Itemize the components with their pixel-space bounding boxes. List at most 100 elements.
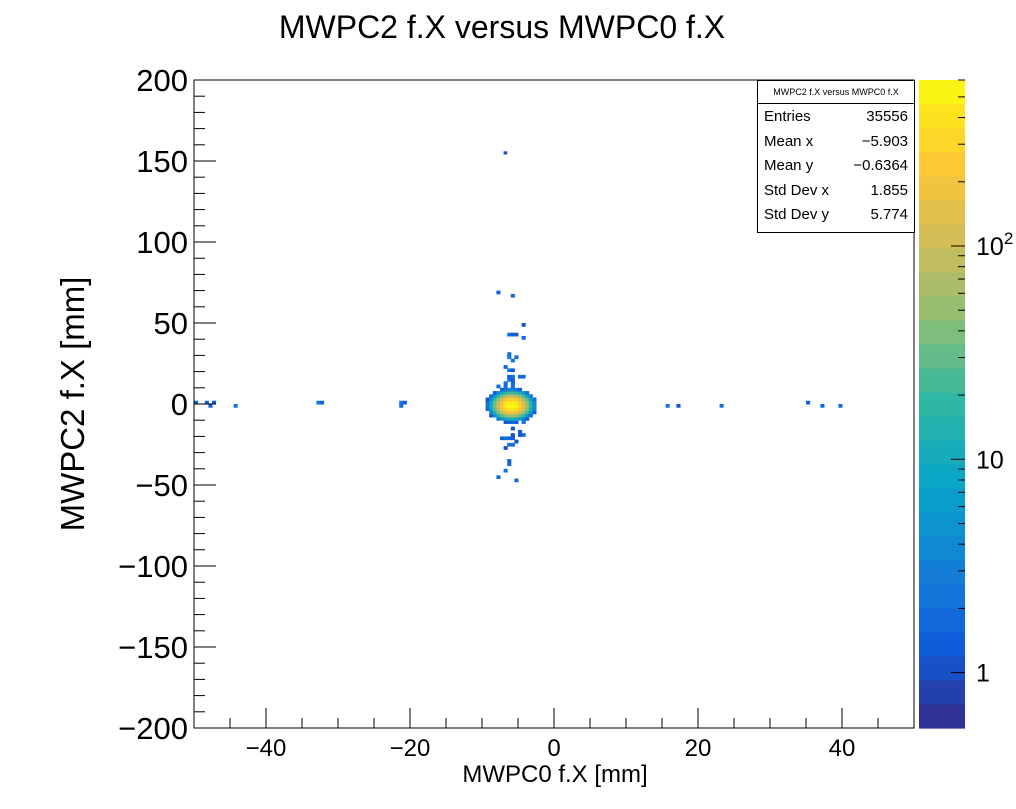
stats-row-stddev-x: Std Dev x 1.855	[758, 178, 914, 203]
stats-value: −5.903	[861, 132, 908, 150]
heatmap-cell	[510, 416, 515, 421]
heatmap-cell	[514, 391, 519, 395]
colorbar-segment	[919, 200, 965, 225]
colorbar-segment	[919, 320, 965, 345]
colorbar-segment	[919, 536, 965, 561]
stats-row-mean-x: Mean x −5.903	[758, 129, 914, 154]
y-tick-label: −150	[118, 630, 188, 665]
heatmap-cell	[485, 404, 490, 408]
heatmap-cell	[503, 381, 508, 386]
heatmap-cell	[532, 400, 537, 405]
heatmap-cell	[510, 404, 515, 408]
heatmap-cell	[510, 400, 515, 405]
heatmap-cell	[507, 413, 512, 418]
heatmap-cell	[496, 404, 501, 408]
stats-label: Std Dev x	[764, 181, 830, 199]
heatmap-cell	[507, 442, 512, 447]
heatmap-cell	[528, 410, 533, 415]
colorbar-segment	[919, 392, 965, 417]
heatmap-cell	[500, 410, 505, 415]
heatmap-cell	[510, 293, 515, 298]
heatmap-cell	[507, 355, 512, 360]
heatmap-cell	[521, 410, 526, 415]
heatmap-cell	[492, 391, 497, 395]
stats-value: 5.774	[870, 206, 908, 224]
heatmap-cell	[521, 420, 526, 424]
x-tick-label: −20	[390, 735, 431, 762]
heatmap-cell	[510, 358, 515, 363]
colorbar-segment	[919, 296, 965, 321]
stats-row-stddev-y: Std Dev y 5.774	[758, 202, 914, 227]
heatmap-cell	[518, 413, 523, 418]
x-axis-label: MWPC0 f.X [mm]	[462, 761, 647, 788]
heatmap-cell	[525, 407, 530, 411]
y-tick-label: 200	[136, 63, 188, 98]
heatmap-cell	[514, 410, 519, 415]
heatmap-cell	[514, 397, 519, 402]
heatmap-cell	[316, 400, 321, 405]
heatmap-cell	[507, 436, 512, 441]
heatmap-cell	[507, 407, 512, 411]
x-tick-label: −40	[246, 735, 287, 762]
heatmap-cell	[503, 410, 508, 415]
heatmap-cell	[194, 400, 199, 405]
colorbar-segment	[919, 704, 965, 729]
heatmap-cell	[500, 397, 505, 402]
colorbar-segment	[919, 584, 965, 609]
y-axis-label: MWPC2 f.X [mm]	[54, 277, 91, 532]
heatmap-cell	[503, 394, 508, 399]
heatmap-cell	[518, 387, 523, 392]
heatmap-cell	[496, 384, 501, 389]
heatmap-cell	[518, 404, 523, 408]
heatmap-cell	[500, 387, 505, 392]
colorbar-tick-label: 1	[976, 660, 990, 688]
heatmap-cell	[507, 420, 512, 424]
x-tick-label: 40	[829, 735, 856, 762]
heatmap-cell	[528, 407, 533, 411]
heatmap-cell	[320, 400, 325, 405]
heatmap-cell	[507, 404, 512, 408]
heatmap-cell	[507, 462, 512, 467]
heatmap-cell	[719, 404, 724, 408]
heatmap-cell	[518, 374, 523, 379]
heatmap-cell	[510, 442, 515, 447]
heatmap-cell	[507, 332, 512, 337]
colorbar-tick-label: 10	[976, 446, 1004, 474]
heatmap-cell	[521, 404, 526, 408]
stats-label: Entries	[764, 108, 811, 125]
y-tick-label: 150	[136, 144, 188, 179]
heatmap-cell	[518, 433, 523, 437]
colorbar-segment	[919, 512, 965, 537]
heatmap-cell	[503, 446, 508, 450]
heatmap-cell	[507, 400, 512, 405]
heatmap-cell	[510, 391, 515, 395]
heatmap-cell	[514, 400, 519, 405]
heatmap-cell	[532, 410, 537, 415]
heatmap-cell	[496, 475, 501, 480]
heatmap-cell	[525, 416, 530, 421]
heatmap-cell	[507, 368, 512, 373]
colorbar-tick-exponent: 2	[1004, 229, 1013, 248]
heatmap-cell	[528, 394, 533, 399]
heatmap-cell	[507, 397, 512, 402]
heatmap-cell	[525, 413, 530, 418]
heatmap-cell	[521, 400, 526, 405]
heatmap-cell	[208, 404, 213, 408]
colorbar-segment	[919, 224, 965, 249]
heatmap-cell	[514, 439, 519, 444]
heatmap-cell	[514, 404, 519, 408]
colorbar-segment	[919, 464, 965, 489]
heatmap-cell	[510, 387, 515, 392]
heatmap-cell	[496, 394, 501, 399]
heatmap-cell	[525, 391, 530, 395]
heatmap-cell	[507, 387, 512, 392]
heatmap-cell	[521, 416, 526, 421]
heatmap-cell	[503, 420, 508, 424]
heatmap-cell	[514, 413, 519, 418]
stats-value: 1.855	[870, 181, 908, 199]
heatmap-cell	[510, 394, 515, 399]
heatmap-cell	[514, 420, 519, 424]
heatmap-cell	[492, 410, 497, 415]
heatmap-cell	[676, 404, 681, 408]
